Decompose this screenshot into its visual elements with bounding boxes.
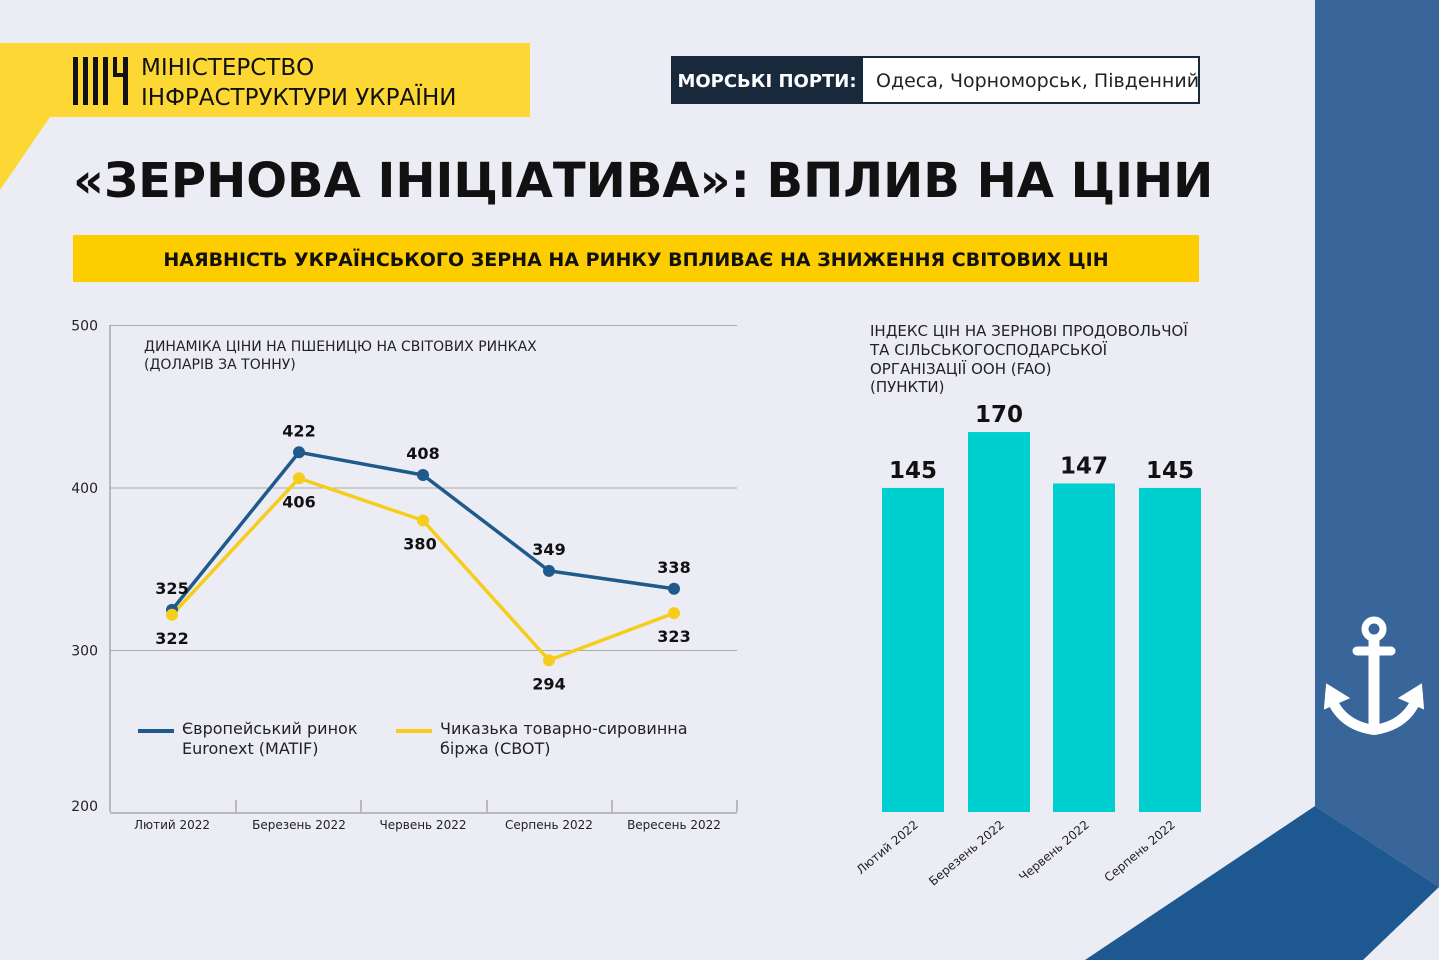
right-panel (1315, 0, 1439, 887)
data-point (417, 469, 429, 481)
x-tick-label: Березень 2022 (252, 818, 346, 832)
bar-value-label: 170 (975, 402, 1023, 428)
ports-value: Одеса, Чорноморськ, Південний (876, 70, 1199, 92)
x-tick-label: Вересень 2022 (627, 818, 721, 832)
legend-matif-line2: Euronext (MATIF) (182, 739, 318, 758)
legend-cbot-line1: Чиказька товарно-сировинна (440, 719, 688, 738)
data-label: 380 (403, 535, 436, 554)
logo-line2: ІНФРАСТРУКТУРИ УКРАЇНИ (141, 83, 457, 111)
data-point (417, 514, 429, 527)
legend-matif-line1: Європейський ринок (182, 719, 358, 738)
bar-chart: ІНДЕКС ЦІН НА ЗЕРНОВІ ПРОДОВОЛЬЧОЇ ТА СІ… (854, 321, 1201, 888)
logo-line1: МІНІСТЕРСТВО (141, 55, 314, 81)
bar-category-label: Лютий 2022 (854, 818, 921, 878)
y-tick-label: 300 (71, 644, 98, 660)
data-point (293, 446, 305, 459)
bar (968, 432, 1030, 812)
bar-chart-title-3: ОРГАНІЗАЦІЇ ООН (FAO) (870, 359, 1052, 378)
data-point (543, 564, 555, 577)
data-label: 422 (282, 421, 315, 440)
subtitle: НАЯВНІСТЬ УКРАЇНСЬКОГО ЗЕРНА НА РИНКУ ВП… (163, 247, 1108, 271)
x-tick-label: Лютий 2022 (134, 818, 210, 832)
bar-chart-title-1: ІНДЕКС ЦІН НА ЗЕРНОВІ ПРОДОВОЛЬЧОЇ (870, 321, 1188, 340)
y-tick-label: 500 (71, 319, 98, 335)
line-chart: ДИНАМІКА ЦІНИ НА ПШЕНИЦЮ НА СВІТОВИХ РИН… (71, 319, 738, 832)
data-label: 323 (657, 627, 690, 646)
data-point (543, 654, 555, 667)
bar-value-label: 145 (889, 458, 937, 484)
ports-label: МОРСЬКІ ПОРТИ: (677, 71, 856, 92)
data-point (668, 607, 680, 620)
data-label: 349 (532, 540, 565, 559)
page-title: «ЗЕРНОВА ІНІЦІАТИВА»: ВПЛИВ НА ЦІНИ (73, 153, 1213, 209)
diagonal-band (1085, 806, 1439, 960)
x-tick-label: Червень 2022 (380, 818, 467, 832)
data-label: 294 (532, 674, 565, 693)
anchor-icon (1323, 616, 1425, 736)
legend-cbot-line2: біржа (CBOT) (440, 739, 551, 758)
ministry-logo-icon (73, 57, 128, 105)
data-point (293, 472, 305, 485)
data-label: 408 (406, 444, 439, 463)
bar-category-label: Червень 2022 (1016, 818, 1092, 885)
bar-value-label: 147 (1060, 453, 1108, 479)
series-line (170, 476, 675, 663)
y-tick-label: 200 (71, 799, 98, 815)
bar-category-label: Серпень 2022 (1102, 818, 1178, 885)
line-chart-subtitle: (ДОЛАРІВ ЗА ТОННУ) (144, 357, 296, 373)
data-point (668, 582, 680, 595)
bar (1139, 487, 1201, 812)
data-label: 338 (657, 558, 690, 577)
subtitle-bar (73, 235, 1199, 282)
bar-category-label: Березень 2022 (926, 818, 1007, 889)
data-point (166, 608, 178, 621)
bar (1053, 483, 1115, 812)
data-label: 322 (155, 629, 188, 648)
bar (882, 487, 944, 812)
bar-value-label: 145 (1146, 458, 1194, 484)
data-label: 325 (155, 579, 188, 598)
y-tick-label: 400 (71, 481, 98, 497)
x-tick-label: Серпень 2022 (505, 818, 593, 832)
line-chart-title: ДИНАМІКА ЦІНИ НА ПШЕНИЦЮ НА СВІТОВИХ РИН… (144, 339, 537, 355)
logo-banner (0, 43, 530, 190)
bar-chart-title-2: ТА СІЛЬСЬКОГОСПОДАРСЬКОЇ (869, 340, 1108, 359)
data-label: 406 (282, 492, 315, 511)
bar-chart-title-4: (ПУНКТИ) (870, 378, 944, 396)
